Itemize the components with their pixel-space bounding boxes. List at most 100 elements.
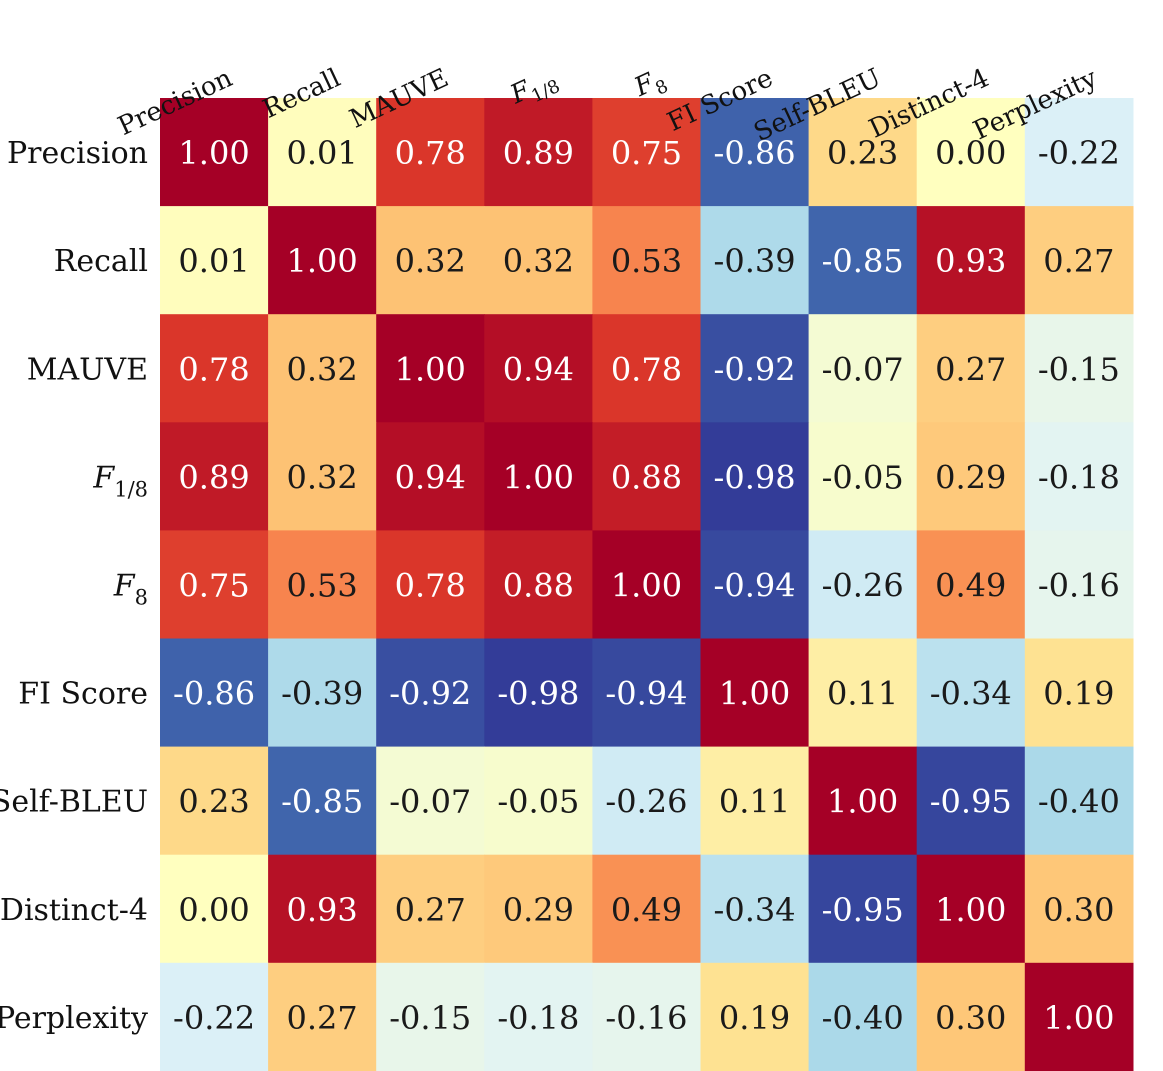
cell-value-label: 0.27 xyxy=(935,350,1006,388)
cell-value-label: 0.00 xyxy=(178,891,249,929)
cell-value-label: -0.39 xyxy=(714,242,796,280)
row-label-self-bleu: Self-BLEU xyxy=(0,785,148,820)
heatmap-cell-distinct-4-mauve xyxy=(376,854,485,964)
row-labels: Precision Recall MAUVE F1/8 F8 FI Score Self-B… xyxy=(0,136,148,1036)
cell-value-label: 0.89 xyxy=(503,134,574,172)
heatmap-cell-f-1-8-recall xyxy=(268,422,377,531)
cell-value-label: 1.00 xyxy=(178,134,249,172)
heatmap-cell-f-8-self-bleu xyxy=(808,530,918,640)
heatmap-cell-fi-score-fi-score xyxy=(700,638,810,748)
row-label-distinct-4: Distinct-4 xyxy=(0,893,148,928)
heatmap-cell-perplexity-self-bleu xyxy=(808,962,918,1071)
cell-value-label: 0.32 xyxy=(395,242,466,280)
cell-value-label: -0.95 xyxy=(822,891,904,929)
cell-value-label: -0.05 xyxy=(822,458,904,496)
cell-value-label: 0.94 xyxy=(395,458,466,496)
heatmap-cell-distinct-4-fi-score xyxy=(700,854,810,964)
heatmap-cell-mauve-precision xyxy=(160,314,269,423)
heatmap-cell-mauve-self-bleu xyxy=(808,314,918,423)
heatmap-cells: 1.00 0.01 0.78 0.89 0.75 -0.86 0.23 0.00 -0.22 0.… xyxy=(160,98,1134,1071)
heatmap-cell-f-8-mauve xyxy=(376,530,485,640)
heatmap-cell-self-bleu-f-1-8 xyxy=(484,746,593,856)
cell-value-label: 0.53 xyxy=(611,242,682,280)
heatmap-cell-precision-fi-score xyxy=(700,98,810,207)
cell-value-label: 0.01 xyxy=(178,242,249,280)
cell-value-label: -0.07 xyxy=(822,350,904,388)
heatmap-cell-perplexity-perplexity xyxy=(1024,962,1134,1071)
cell-value-label: 1.00 xyxy=(395,350,466,388)
cell-value-label: -0.18 xyxy=(1038,458,1120,496)
heatmap-cell-precision-perplexity xyxy=(1024,98,1134,207)
cell-value-label: 1.00 xyxy=(827,783,898,821)
heatmap-cell-precision-f-8 xyxy=(592,98,702,207)
heatmap-cell-fi-score-perplexity xyxy=(1024,638,1134,748)
heatmap-cell-f-1-8-perplexity xyxy=(1024,422,1134,531)
cell-value-label: 0.88 xyxy=(611,458,682,496)
heatmap-cell-precision-recall xyxy=(268,98,377,207)
cell-value-label: 1.00 xyxy=(503,458,574,496)
cell-value-label: -0.40 xyxy=(822,999,904,1037)
cell-value-label: -0.94 xyxy=(605,675,687,713)
heatmap-cell-mauve-distinct-4 xyxy=(916,314,1026,423)
cell-value-label: -0.94 xyxy=(714,566,796,604)
heatmap-cell-precision-f-1-8 xyxy=(484,98,593,207)
heatmap-cell-fi-score-recall xyxy=(268,638,377,748)
heatmap-cell-precision-precision xyxy=(160,98,269,207)
heatmap-cell-f-1-8-fi-score xyxy=(700,422,810,531)
row-label-f-8: F8 xyxy=(113,568,148,609)
cell-value-label: 0.01 xyxy=(287,134,358,172)
cell-value-label: 0.32 xyxy=(503,242,574,280)
heatmap-cell-self-bleu-self-bleu xyxy=(808,746,918,856)
heatmap-cell-f-8-distinct-4 xyxy=(916,530,1026,640)
cell-value-label: -0.22 xyxy=(173,999,255,1037)
heatmap-cell-distinct-4-distinct-4 xyxy=(916,854,1026,964)
cell-value-label: 0.93 xyxy=(935,242,1006,280)
cell-value-label: 0.27 xyxy=(287,999,358,1037)
cell-value-label: -0.34 xyxy=(714,891,796,929)
heatmap-cell-mauve-perplexity xyxy=(1024,314,1134,423)
cell-value-label: -0.15 xyxy=(1038,350,1120,388)
cell-value-label: 0.32 xyxy=(287,350,358,388)
heatmap-cell-f-1-8-mauve xyxy=(376,422,485,531)
cell-value-label: -0.39 xyxy=(281,675,363,713)
cell-value-label: 0.23 xyxy=(827,134,898,172)
cell-value-label: -0.15 xyxy=(389,999,471,1037)
cell-value-label: -0.22 xyxy=(1038,134,1120,172)
heatmap-cell-distinct-4-precision xyxy=(160,854,269,964)
cell-value-label: -0.85 xyxy=(822,242,904,280)
heatmap-cell-f-1-8-f-1-8 xyxy=(484,422,593,531)
heatmap-cell-f-8-precision xyxy=(160,530,269,640)
cell-value-label: 0.78 xyxy=(395,134,466,172)
cell-value-label: 1.00 xyxy=(287,242,358,280)
heatmap-cell-self-bleu-f-8 xyxy=(592,746,702,856)
cell-value-label: -0.16 xyxy=(1038,566,1120,604)
cell-value-label: 0.29 xyxy=(503,891,574,929)
heatmap-cell-mauve-f-8 xyxy=(592,314,702,423)
heatmap-cell-fi-score-self-bleu xyxy=(808,638,918,748)
heatmap-cell-self-bleu-fi-score xyxy=(700,746,810,856)
cell-value-label: 0.49 xyxy=(935,566,1006,604)
cell-value-label: 0.30 xyxy=(935,999,1006,1037)
cell-value-label: 0.88 xyxy=(503,566,574,604)
cell-value-label: 0.11 xyxy=(719,783,790,821)
heatmap-cell-precision-mauve xyxy=(376,98,485,207)
heatmap-cell-precision-distinct-4 xyxy=(916,98,1026,207)
cell-value-label: -0.40 xyxy=(1038,783,1120,821)
heatmap-cell-mauve-fi-score xyxy=(700,314,810,423)
heatmap-cell-fi-score-f-8 xyxy=(592,638,702,748)
cell-value-label: 0.23 xyxy=(178,783,249,821)
heatmap-cell-f-1-8-precision xyxy=(160,422,269,531)
heatmap-cell-fi-score-distinct-4 xyxy=(916,638,1026,748)
cell-value-label: 1.00 xyxy=(1043,999,1114,1037)
cell-value-label: 0.11 xyxy=(827,675,898,713)
heatmap-cell-f-1-8-self-bleu xyxy=(808,422,918,531)
row-label-perplexity: Perplexity xyxy=(0,1001,148,1036)
cell-value-label: 0.19 xyxy=(719,999,790,1037)
cell-value-label: 0.32 xyxy=(287,458,358,496)
cell-value-label: -0.98 xyxy=(714,458,796,496)
cell-value-label: 0.78 xyxy=(178,350,249,388)
cell-value-label: 0.53 xyxy=(287,566,358,604)
heatmap-cell-distinct-4-f-8 xyxy=(592,854,702,964)
heatmap-cell-f-8-f-8 xyxy=(592,530,702,640)
cell-value-label: -0.26 xyxy=(605,783,687,821)
